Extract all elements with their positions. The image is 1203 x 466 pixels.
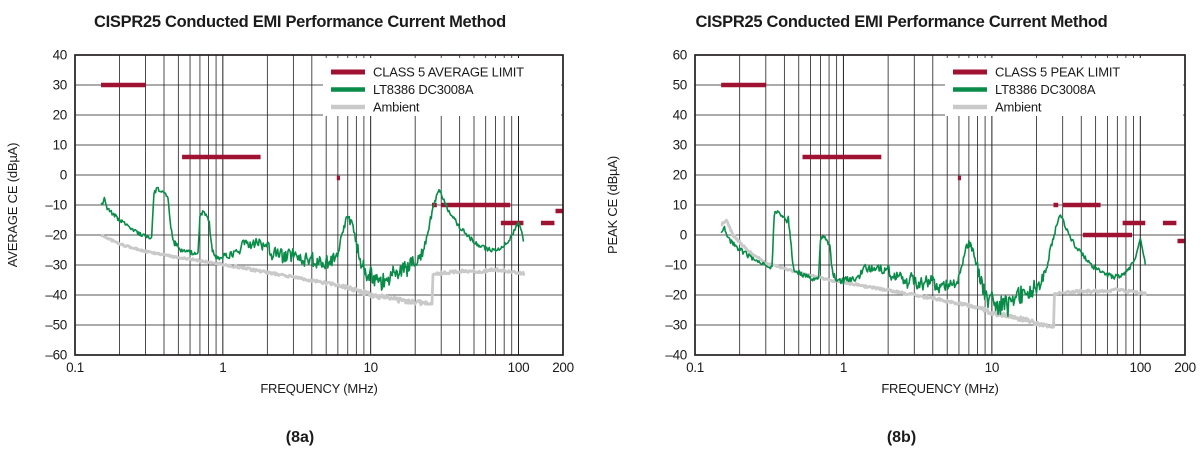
legend-label: CLASS 5 PEAK LIMIT bbox=[995, 65, 1120, 80]
chart-8b: CISPR25 Conducted EMI Performance Curren… bbox=[600, 0, 1203, 466]
chart-title: CISPR25 Conducted EMI Performance Curren… bbox=[94, 13, 506, 31]
y-tick-label: –20 bbox=[665, 288, 687, 303]
axis-label-x: FREQUENCY (MHz) bbox=[881, 381, 998, 396]
y-tick-label: 20 bbox=[673, 168, 687, 183]
x-tick-label: 100 bbox=[508, 360, 530, 375]
legend-label: Ambient bbox=[373, 100, 420, 115]
series-ambient bbox=[99, 233, 526, 307]
y-tick-label: –40 bbox=[665, 348, 687, 363]
axis-label-x: FREQUENCY (MHz) bbox=[260, 381, 377, 396]
y-tick-label: –20 bbox=[45, 228, 67, 243]
y-tick-label: 10 bbox=[53, 138, 67, 153]
x-tick-label: 100 bbox=[1130, 360, 1152, 375]
y-tick-label: 60 bbox=[673, 48, 687, 63]
plot-frame bbox=[74, 54, 564, 356]
axis-label-y: PEAK CE (dBµA) bbox=[605, 156, 620, 254]
x-tick-label: 10 bbox=[985, 360, 999, 375]
y-tick-label: –10 bbox=[45, 198, 67, 213]
y-tick-label: 0 bbox=[680, 228, 687, 243]
y-tick-label: –30 bbox=[45, 258, 67, 273]
figure-caption: (8b) bbox=[886, 429, 917, 446]
x-tick-label: 1 bbox=[219, 360, 226, 375]
x-tick-label: 0.1 bbox=[66, 360, 84, 375]
y-tick-label: –10 bbox=[665, 258, 687, 273]
y-tick-label: 10 bbox=[673, 198, 687, 213]
chart-8a: CISPR25 Conducted EMI Performance Curren… bbox=[0, 0, 600, 466]
chart-title: CISPR25 Conducted EMI Performance Curren… bbox=[695, 13, 1108, 31]
plot-frame bbox=[694, 54, 1186, 356]
series-lt8386-dc3008a bbox=[100, 186, 525, 291]
figure-caption: (8a) bbox=[285, 429, 315, 446]
y-tick-label: 0 bbox=[60, 168, 67, 183]
legend-label: LT8386 DC3008A bbox=[373, 82, 474, 97]
y-tick-label: –40 bbox=[45, 288, 67, 303]
y-tick-label: 40 bbox=[673, 108, 687, 123]
legend-label: Ambient bbox=[995, 100, 1042, 115]
x-tick-label: 10 bbox=[363, 360, 377, 375]
y-tick-label: 30 bbox=[673, 138, 687, 153]
y-tick-label: –60 bbox=[45, 348, 67, 363]
x-tick-label: 200 bbox=[1174, 360, 1196, 375]
legend-label: CLASS 5 AVERAGE LIMIT bbox=[373, 65, 524, 80]
x-tick-label: 0.1 bbox=[686, 360, 704, 375]
x-tick-label: 200 bbox=[552, 360, 574, 375]
axis-label-y: AVERAGE CE (dBµA) bbox=[5, 143, 20, 268]
y-tick-label: 50 bbox=[673, 78, 687, 93]
y-tick-label: –50 bbox=[45, 318, 67, 333]
legend-label: LT8386 DC3008A bbox=[995, 82, 1096, 97]
y-tick-label: 20 bbox=[53, 108, 67, 123]
y-tick-label: 30 bbox=[53, 78, 67, 93]
series-ambient bbox=[720, 218, 1148, 329]
x-tick-label: 1 bbox=[840, 360, 847, 375]
y-tick-label: –30 bbox=[665, 318, 687, 333]
y-tick-label: 40 bbox=[53, 48, 67, 63]
series-lt8386-dc3008a bbox=[720, 210, 1147, 318]
